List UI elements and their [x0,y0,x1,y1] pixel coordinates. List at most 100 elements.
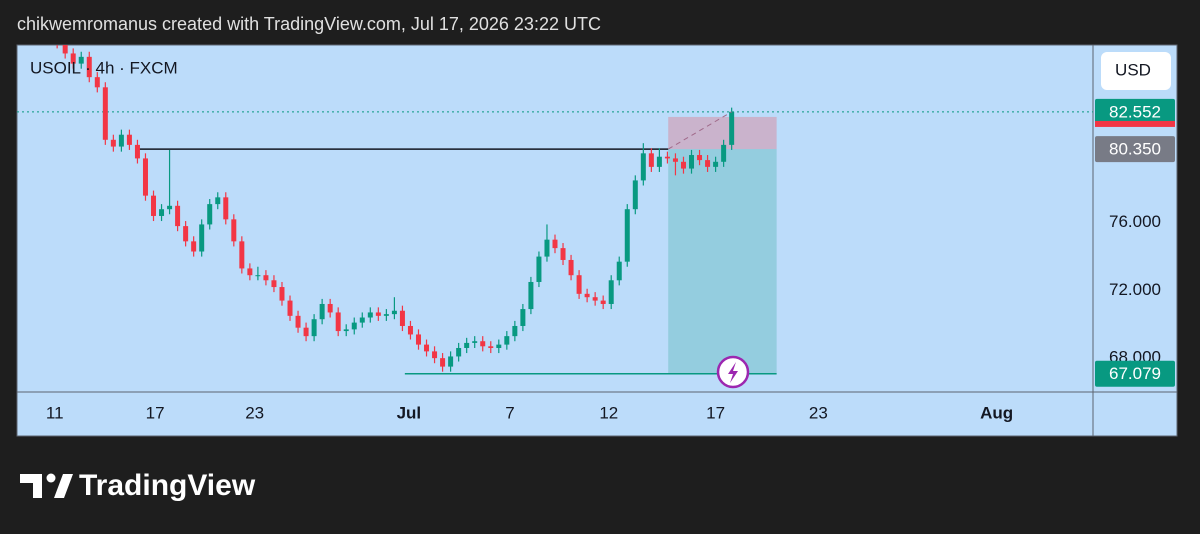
candle-body [255,275,261,277]
candle-body [504,336,510,345]
candle-body [359,317,365,323]
symbol-title: USOIL · 4h · FXCM [30,58,178,77]
candle-body [175,205,181,227]
candle-body [391,310,397,315]
candle-body [616,261,622,281]
candle-body [496,344,502,348]
candle-body [689,155,695,169]
candle-body [520,309,526,326]
x-tick-label: 7 [505,403,514,422]
stop-badge [1095,120,1175,127]
chart-panel [16,44,1178,437]
candle-body [78,56,84,64]
candle-body [263,275,269,281]
candle-body [488,346,494,348]
plot-area [17,45,1093,375]
x-tick-label: 17 [146,403,165,422]
candle-body [279,287,285,301]
candle-body [351,322,357,330]
candle-body [552,239,558,249]
candle-body [231,219,237,242]
candle-body [568,259,574,276]
candle-body [713,161,719,167]
header-text: chikwemromanus created with TradingView.… [17,14,601,34]
candle-body [680,161,686,169]
candle-body [207,204,213,225]
candle-body [584,293,590,298]
candle-body [335,312,341,332]
candle-body [215,197,221,205]
price-badge-label: 82.552 [1109,102,1161,121]
candle-body [134,144,140,159]
target-zone [668,149,777,374]
currency-label: USD [1115,60,1151,79]
candle-body [440,358,446,367]
candle-body [480,341,486,347]
candle-body [183,226,189,242]
candle-body [399,310,405,326]
logo-text: TradingView [79,469,256,502]
candle-body [624,209,630,262]
y-tick-label: 72.000 [1109,280,1161,299]
candle-body [319,303,325,320]
candle-body [729,111,735,145]
x-tick-label: 12 [599,403,618,422]
candle-body [167,205,173,210]
candle-body [287,300,293,316]
candle-body [512,325,518,337]
x-tick-label: 23 [245,403,264,422]
logo-icon [20,473,73,498]
candle-body [656,156,662,167]
candle-body [191,241,197,252]
candle-body [576,275,582,294]
candle-body [472,341,478,343]
candle-body [118,134,124,147]
candle-body [70,53,76,64]
candle-body [464,342,470,348]
candle-body [705,160,711,167]
candle-body [640,153,646,181]
candle-body [247,268,253,276]
candle-body [199,224,205,252]
alert-icon-bolt [728,362,738,383]
position-link [667,111,732,150]
candle-body [159,209,165,216]
candle-body [528,281,534,310]
candle-body [544,239,550,257]
candle-body [311,319,317,337]
y-tick-label: 76.000 [1109,212,1161,231]
candle-body [536,256,542,282]
candle-body [86,56,92,78]
candle-body [383,314,389,316]
candle-body [648,153,654,167]
candle-body [62,45,68,54]
x-tick-label: Jul [397,403,422,422]
candle-body [600,300,606,304]
candle-body [424,344,430,352]
candle-body [407,325,413,335]
candle-body [664,156,670,159]
stop-zone [668,116,777,150]
price-badge-label: 80.350 [1109,140,1161,159]
candle-body [151,195,157,216]
candle-body [721,144,727,162]
candle-body [142,158,148,196]
candle-body [271,280,277,288]
price-badge [1095,98,1175,125]
candle-body [94,77,100,88]
x-tick-label: Aug [980,403,1013,422]
candle-body [456,347,462,357]
candle-body [126,134,132,145]
candle-body [367,312,373,318]
currency-button[interactable] [1101,52,1171,90]
candle-body [239,241,245,269]
price-badge-label: 67.079 [1109,364,1161,383]
candle-body [327,303,333,313]
x-tick-label: 23 [809,403,828,422]
candle-body [415,334,421,345]
candle-body [343,329,349,332]
candle-body [432,351,438,359]
candle-body [448,356,454,367]
